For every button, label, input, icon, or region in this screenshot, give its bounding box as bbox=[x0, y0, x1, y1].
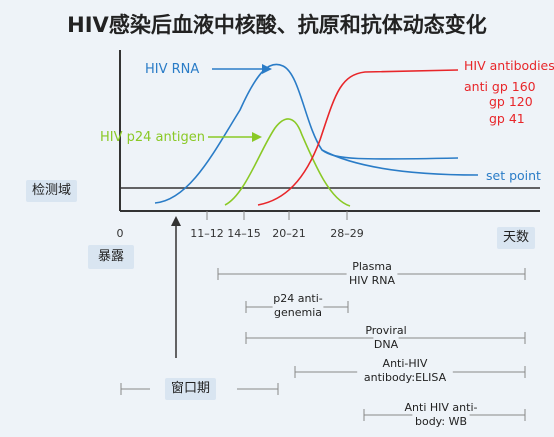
antibody-label-gp160: anti gp 160 bbox=[464, 79, 536, 94]
x-tick-label: 11–12 bbox=[190, 227, 224, 240]
timeline-label-bg bbox=[349, 259, 395, 273]
x-tick-label: 0 bbox=[117, 227, 124, 240]
timeline-label-bg bbox=[272, 305, 324, 319]
window-label: 窗口期 bbox=[165, 378, 217, 400]
x-tick-label: 14–15 bbox=[227, 227, 261, 240]
series-line-set-point bbox=[321, 149, 479, 176]
timeline-label: body: WB bbox=[415, 415, 467, 428]
series-label-p24: HIV p24 antigen bbox=[100, 130, 205, 145]
series-line-hiv-rna bbox=[154, 63, 459, 204]
timeline-label-bg bbox=[357, 323, 415, 337]
days-label: 天数 bbox=[497, 227, 536, 249]
timeline-label-bg bbox=[373, 337, 399, 351]
series-line-p24 bbox=[224, 118, 351, 207]
timeline-label: Anti HIV anti- bbox=[405, 401, 478, 414]
timeline-label: Anti-HIV bbox=[383, 357, 428, 370]
timeline-label: DNA bbox=[374, 338, 399, 351]
antibody-label-gp120: gp 120 bbox=[489, 94, 533, 109]
timeline-label: Proviral bbox=[365, 324, 406, 337]
timeline-label: Plasma bbox=[352, 260, 392, 273]
timeline-label-bg bbox=[376, 356, 434, 370]
timeline-label-bg bbox=[346, 273, 398, 287]
timeline-label: genemia bbox=[274, 306, 322, 319]
timeline-label: antibody:ELISA bbox=[364, 371, 447, 384]
antibody-label-gp41: gp 41 bbox=[489, 111, 525, 126]
arrow-head-p24 bbox=[252, 132, 262, 142]
timeline-label-bg bbox=[412, 414, 470, 428]
x-tick-label: 28–29 bbox=[330, 227, 364, 240]
exposure-label: 暴露 bbox=[88, 245, 135, 269]
series-line-antibodies bbox=[257, 69, 459, 206]
set-point-label: set point bbox=[486, 168, 541, 183]
detection-label: 检测域 bbox=[26, 180, 78, 202]
series-label-hiv-rna: HIV RNA bbox=[145, 62, 199, 77]
series-label-antibodies: HIV antibodies bbox=[464, 58, 554, 73]
exposure-arrow-head bbox=[171, 216, 181, 226]
timeline-label-bg bbox=[393, 400, 489, 414]
timeline-label-bg bbox=[266, 291, 330, 305]
chart-title: HIV感染后血液中核酸、抗原和抗体动态变化 bbox=[67, 13, 487, 37]
arrow-head-rna bbox=[262, 64, 272, 74]
x-tick-label: 20–21 bbox=[272, 227, 306, 240]
timeline-label-bg bbox=[357, 370, 453, 384]
timeline-label: HIV RNA bbox=[349, 274, 395, 287]
timeline-label: p24 anti- bbox=[273, 292, 323, 305]
